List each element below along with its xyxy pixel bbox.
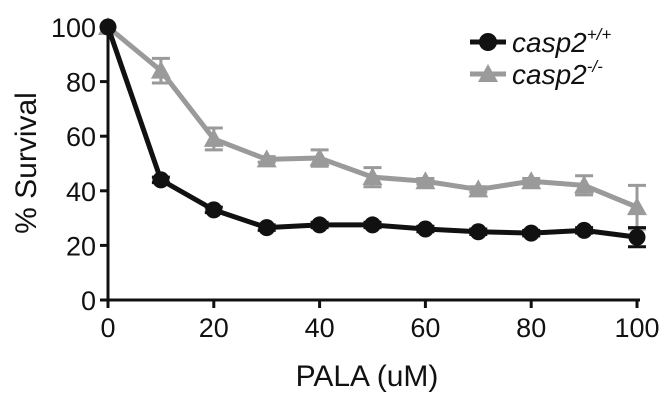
data-point <box>468 179 489 198</box>
data-point <box>574 175 595 194</box>
y-tick-label: 20 <box>66 231 96 261</box>
data-point <box>99 18 117 36</box>
legend-triangle-marker <box>478 64 498 82</box>
data-point <box>575 221 593 239</box>
data-point <box>362 167 383 186</box>
x-tick-label: 40 <box>305 313 335 343</box>
data-point <box>256 149 277 168</box>
series-casp2-wt <box>99 18 646 249</box>
data-point <box>522 224 540 242</box>
x-tick-label: 80 <box>516 313 546 343</box>
data-point <box>258 219 276 237</box>
data-point <box>203 128 224 147</box>
data-point <box>628 228 646 246</box>
legend: casp2+/+ casp2-/- <box>470 25 611 90</box>
legend-entry-casp2-wt: casp2+/+ <box>470 25 611 58</box>
data-point <box>205 201 223 219</box>
x-axis-title: PALA (uM) <box>296 360 439 393</box>
legend-label-casp2-ko: casp2-/- <box>512 57 603 90</box>
data-point <box>627 197 647 216</box>
data-point <box>416 220 434 238</box>
x-tick-label: 0 <box>100 313 115 343</box>
legend-entry-casp2-ko: casp2-/- <box>470 57 603 90</box>
legend-circle-marker <box>479 33 497 51</box>
data-point <box>364 216 381 234</box>
data-point <box>469 223 487 241</box>
x-tick-label: 100 <box>614 313 659 343</box>
legend-label-sup: +/+ <box>587 25 612 44</box>
y-tick-label: 0 <box>81 286 96 316</box>
legend-label-sup: -/- <box>587 57 603 76</box>
legend-label-casp2-wt: casp2+/+ <box>512 25 611 58</box>
legend-label-base: casp2 <box>512 59 587 90</box>
series-casp2-ko <box>98 17 647 231</box>
y-tick-label: 100 <box>51 13 96 43</box>
y-axis-title: % Survival <box>10 92 43 234</box>
plot-series <box>98 17 647 249</box>
data-point <box>415 171 436 190</box>
y-tick-label: 60 <box>66 122 96 152</box>
data-point <box>150 60 171 79</box>
data-point <box>152 171 170 189</box>
x-tick-label: 20 <box>199 313 229 343</box>
data-point <box>309 148 330 167</box>
legend-label-base: casp2 <box>512 27 587 58</box>
y-tick-label: 40 <box>66 177 96 207</box>
data-point <box>521 171 542 190</box>
tick-labels: 0 20 40 60 80 100 0 20 40 60 80 100 <box>51 13 660 343</box>
data-point <box>311 216 329 234</box>
y-tick-label: 80 <box>66 68 96 98</box>
x-tick-label: 60 <box>410 313 440 343</box>
